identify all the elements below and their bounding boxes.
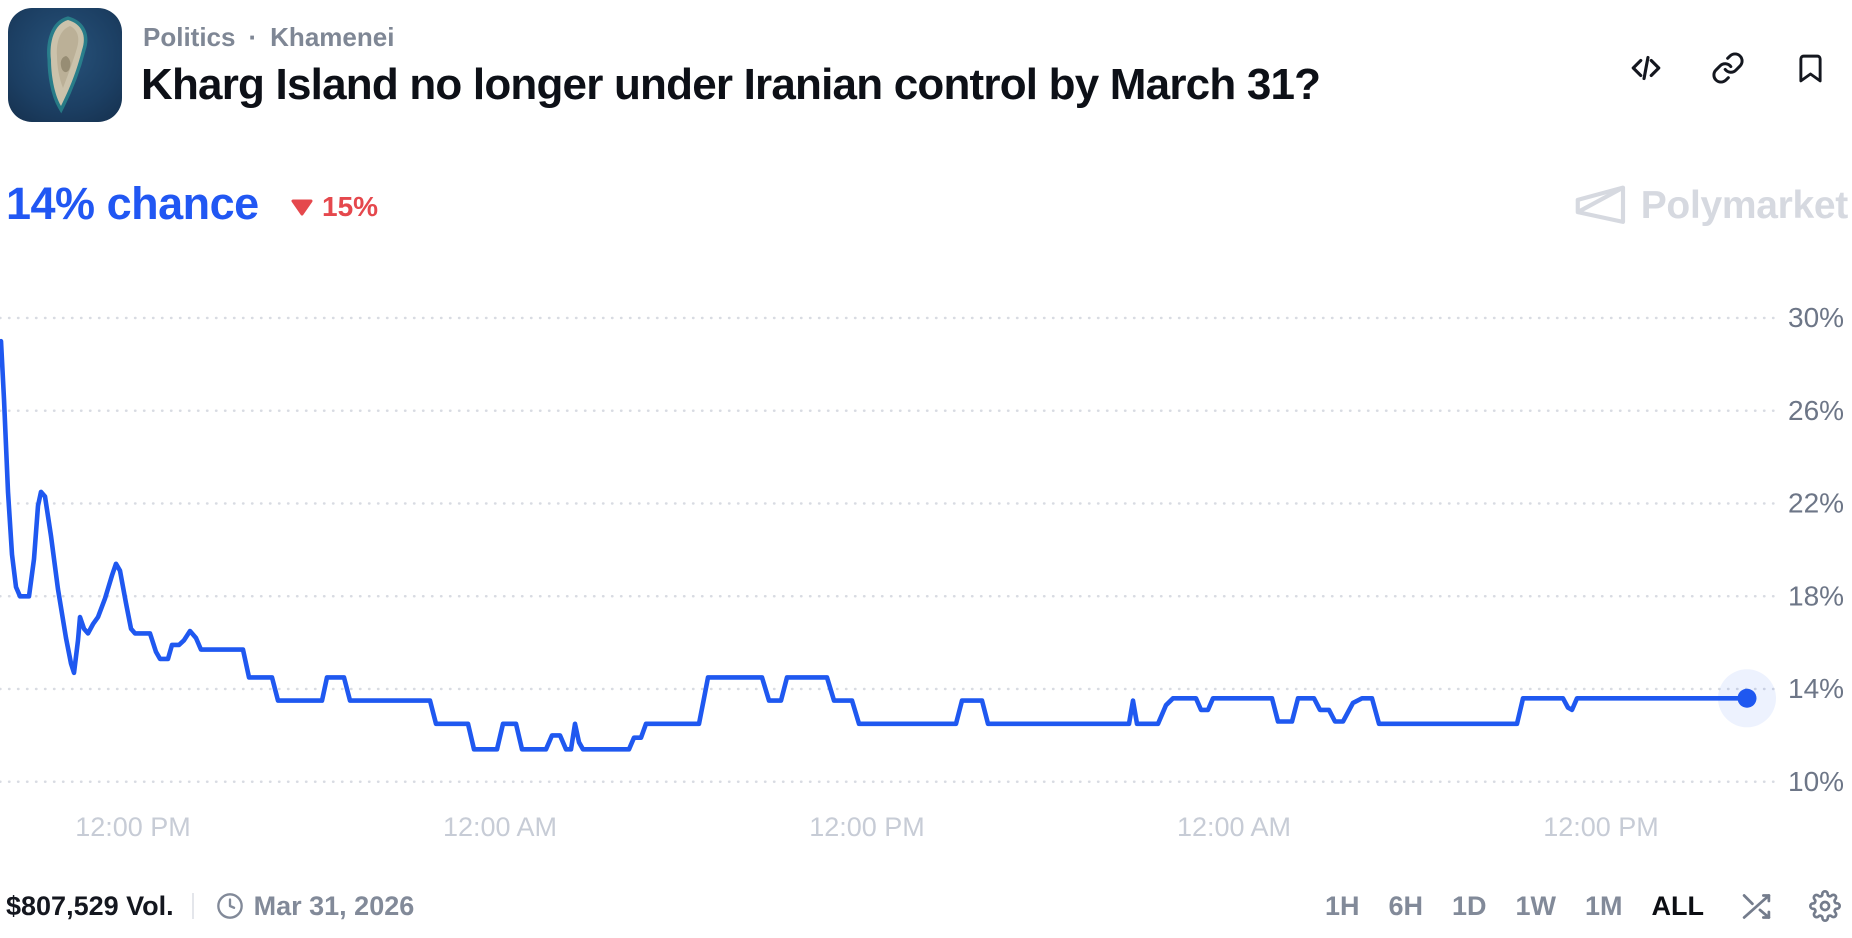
x-axis-labels: 12:00 PM 12:00 AM 12:00 PM 12:00 AM 12:00 PM [75, 812, 1659, 842]
timeframe-all[interactable]: ALL [1651, 890, 1704, 921]
breadcrumb-category[interactable]: Politics [143, 22, 236, 52]
end-dot [1737, 688, 1757, 708]
x-tick: 12:00 PM [75, 812, 191, 842]
price-line [0, 338, 1750, 752]
gridlines [0, 316, 1780, 783]
timeframe-6h[interactable]: 6H [1388, 890, 1423, 921]
market-avatar [8, 8, 122, 122]
polymarket-watermark: Polymarket [1574, 184, 1848, 228]
volume-label: $807,529 Vol. [6, 890, 174, 921]
footer-left: $807,529 Vol. Mar 31, 2026 [6, 891, 414, 922]
timeframe-selector: 1H 6H 1D 1W 1M ALL [1325, 891, 1704, 922]
chance-value: 14% chance [6, 178, 259, 229]
polymarket-watermark-label: Polymarket [1640, 184, 1849, 227]
footer-divider [191, 893, 194, 919]
timeframe-1h[interactable]: 1H [1324, 890, 1360, 921]
settings-button[interactable] [1808, 889, 1842, 923]
x-tick: 12:00 AM [1177, 812, 1291, 842]
gear-icon [1809, 890, 1841, 922]
clock-icon [216, 892, 244, 920]
price-change: 15% [291, 191, 378, 223]
y-tick: 14% [1788, 673, 1844, 704]
compare-markets-button[interactable] [1739, 889, 1773, 923]
timeframe-1w[interactable]: 1W [1515, 890, 1557, 921]
timeframe-1d[interactable]: 1D [1451, 890, 1487, 921]
copy-link-button[interactable] [1710, 50, 1746, 86]
price-change-value: 15% [322, 191, 379, 222]
y-tick: 30% [1788, 302, 1844, 333]
y-tick: 18% [1788, 580, 1844, 611]
y-tick: 22% [1788, 488, 1844, 519]
footer-bar: $807,529 Vol. Mar 31, 2026 1H 6H 1D 1W 1M ALL [0, 880, 1852, 932]
footer-right: 1H 6H 1D 1W 1M ALL [1325, 889, 1842, 923]
breadcrumb: Politics · Khamenei [143, 22, 394, 53]
end-date-label: Mar 31, 2026 [253, 890, 415, 921]
embed-code-button[interactable] [1628, 50, 1664, 86]
x-tick: 12:00 AM [443, 812, 557, 842]
header-actions [1628, 50, 1828, 86]
probability-chart[interactable]: 30%26%22%18%14%10%12:00 PM 12:00 AM 12:00 … [0, 248, 1852, 852]
y-tick: 10% [1788, 766, 1844, 797]
y-axis-labels: 30% 26% 22% 18% 14% 10% [1788, 302, 1844, 797]
shuffle-arrows-icon [1742, 893, 1770, 919]
bookmark-button[interactable] [1792, 50, 1828, 86]
x-tick: 12:00 PM [1543, 812, 1659, 842]
polymarket-logo-icon [1575, 185, 1625, 224]
arrow-down-icon [291, 199, 313, 215]
x-tick: 12:00 PM [809, 812, 925, 842]
kharg-island-image [8, 8, 122, 122]
market-title: Kharg Island no longer under Iranian con… [141, 60, 1321, 109]
y-tick: 26% [1788, 395, 1844, 426]
bookmark-icon [1798, 54, 1822, 82]
code-icon [1631, 55, 1661, 81]
link-icon [1712, 52, 1744, 84]
breadcrumb-topic[interactable]: Khamenei [270, 22, 395, 52]
breadcrumb-separator: · [248, 22, 258, 52]
timeframe-1m[interactable]: 1M [1585, 890, 1623, 921]
